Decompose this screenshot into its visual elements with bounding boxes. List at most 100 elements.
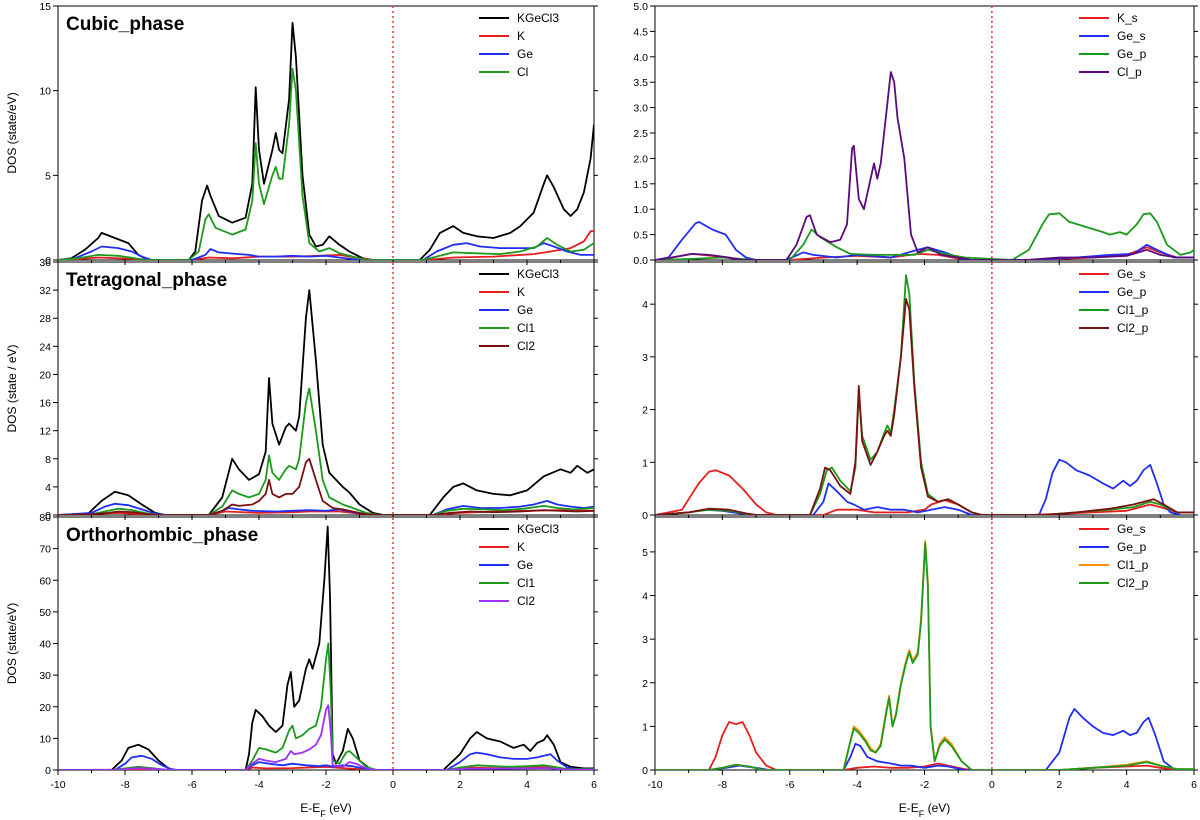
x-tick-label: 6 — [591, 779, 597, 791]
y-tick-label: 0 — [642, 765, 648, 777]
y-tick-label: 3 — [642, 634, 648, 646]
series-line-cl2 — [58, 704, 594, 770]
y-tick-label: 4.0 — [633, 52, 648, 64]
series-line-cl2-p — [655, 542, 1194, 770]
x-tick-label: 0 — [390, 779, 396, 791]
y-tick-label: 15 — [39, 1, 51, 13]
y-tick-label: 0.5 — [633, 230, 648, 242]
legend-label: Cl1 — [517, 576, 535, 590]
y-tick-label: 32 — [39, 285, 51, 297]
legend: KGeCl3 K Ge Cl1 Cl2 — [479, 522, 559, 608]
legend: K_s Ge_s Ge_p Cl_p — [1079, 11, 1147, 79]
x-tick-label: -2 — [321, 779, 330, 791]
legend: KGeCl3 K Ge Cl1 Cl2 — [479, 267, 559, 353]
y-tick-label: 2.5 — [633, 128, 648, 140]
y-tick-label: 10 — [39, 86, 51, 98]
legend-label: Cl2_p — [1117, 321, 1149, 335]
panel-title: Tetragonal_phase — [66, 270, 227, 291]
legend-label: Cl1 — [517, 321, 535, 335]
y-tick-label: 2 — [642, 405, 648, 417]
y-tick-label: 50 — [39, 607, 51, 619]
legend: Ge_s Ge_p Cl1_p Cl2_p — [1079, 267, 1149, 335]
legend: KGeCl3 K Ge Cl — [479, 11, 559, 79]
y-tick-label: 20 — [39, 702, 51, 714]
x-tick-label: 4 — [1124, 779, 1130, 791]
y-tick-label: 36 — [39, 257, 51, 269]
y-tick-label: 4 — [642, 591, 648, 603]
legend-label: Ge_s — [1117, 522, 1146, 536]
legend-label: Ge — [517, 558, 533, 572]
x-tick-label: -6 — [187, 779, 196, 791]
legend-label: K — [517, 540, 525, 554]
legend-label: Cl — [517, 65, 528, 79]
x-tick-label: -8 — [718, 779, 727, 791]
series-line-kgecl3 — [58, 289, 594, 515]
legend-label: Ge_p — [1117, 540, 1147, 554]
y-tick-label: 0 — [45, 255, 51, 267]
y-tick-label: 5 — [642, 547, 648, 559]
x-axis-label: E-EF (eV) — [300, 801, 352, 819]
y-tick-label: 10 — [39, 733, 51, 745]
legend-label: KGeCl3 — [517, 522, 559, 536]
y-tick-label: 60 — [39, 575, 51, 587]
y-tick-label: 5.0 — [633, 1, 648, 13]
x-tick-label: -2 — [920, 779, 929, 791]
series-line-cl1 — [58, 387, 594, 515]
y-tick-label: 3.5 — [633, 77, 648, 89]
x-tick-label: 6 — [1191, 779, 1197, 791]
x-tick-label: -4 — [852, 779, 861, 791]
plot-frame — [654, 5, 1195, 261]
y-tick-label: 24 — [39, 341, 51, 353]
x-tick-label: 4 — [524, 779, 530, 791]
y-tick-label: 1.0 — [633, 204, 648, 216]
series-line-ge-p — [655, 708, 1188, 770]
plot-frame — [57, 261, 595, 516]
x-axis-label: E-EF (eV) — [899, 801, 951, 819]
legend-label: Ge_p — [1117, 47, 1147, 61]
x-tick-label: 2 — [1056, 779, 1062, 791]
y-tick-label: 28 — [39, 313, 51, 325]
legend-label: Cl1_p — [1117, 303, 1149, 317]
y-tick-label: 30 — [39, 670, 51, 682]
legend-label: K_s — [1117, 11, 1138, 25]
y-tick-label: 1 — [642, 721, 648, 733]
panel-title: Orthorhombic_phase — [66, 525, 258, 546]
x-tick-label: 2 — [457, 779, 463, 791]
y-tick-label: 3.0 — [633, 103, 648, 115]
legend-label: Ge_s — [1117, 267, 1146, 281]
legend-label: Cl_p — [1117, 65, 1142, 79]
y-tick-label: 2 — [642, 678, 648, 690]
legend-label: Cl2 — [517, 594, 535, 608]
dos-panel-3: 0 4 8 12 16 20 24 28 32 36 Tetragonal_phase DOS (st… — [5, 257, 598, 522]
y-tick-label: 4 — [45, 482, 51, 494]
x-tick-label: -10 — [647, 779, 662, 791]
panel-title: Cubic_phase — [66, 14, 184, 35]
legend-label: KGeCl3 — [517, 11, 559, 25]
y-tick-label: 20 — [39, 369, 51, 381]
dos-panel-5: 0 10 20 30 40 50 60 70 80 -10 -8 -6 -4 -2 0 2 4 6 Orthorho… — [5, 512, 598, 819]
series-line-cl2 — [58, 457, 594, 515]
legend-label: Ge — [517, 303, 533, 317]
series-line-ge — [58, 500, 594, 515]
y-tick-label: 70 — [39, 544, 51, 556]
y-tick-label: 5 — [45, 170, 51, 182]
legend-label: Cl2_p — [1117, 576, 1149, 590]
series-line-cl2-p — [655, 298, 1194, 515]
y-axis-label: DOS (state/eV) — [5, 603, 19, 684]
legend-label: Ge_s — [1117, 29, 1146, 43]
y-tick-label: 4.5 — [633, 26, 648, 38]
series-line-kgecl3 — [58, 22, 594, 260]
legend-label: K — [517, 285, 525, 299]
legend-label: Cl1_p — [1117, 558, 1149, 572]
y-tick-label: 0 — [45, 765, 51, 777]
series-line-cl — [58, 67, 594, 260]
x-tick-label: -4 — [254, 779, 263, 791]
y-axis-label: DOS (state/eV) — [5, 92, 19, 173]
x-tick-label: -10 — [50, 779, 65, 791]
y-tick-label: 1 — [642, 457, 648, 469]
series-line-ge-p — [655, 458, 1181, 515]
series-line-ge-s — [655, 221, 1194, 260]
y-tick-label: 12 — [39, 426, 51, 438]
legend: Ge_s Ge_p Cl1_p Cl2_p — [1079, 522, 1149, 590]
